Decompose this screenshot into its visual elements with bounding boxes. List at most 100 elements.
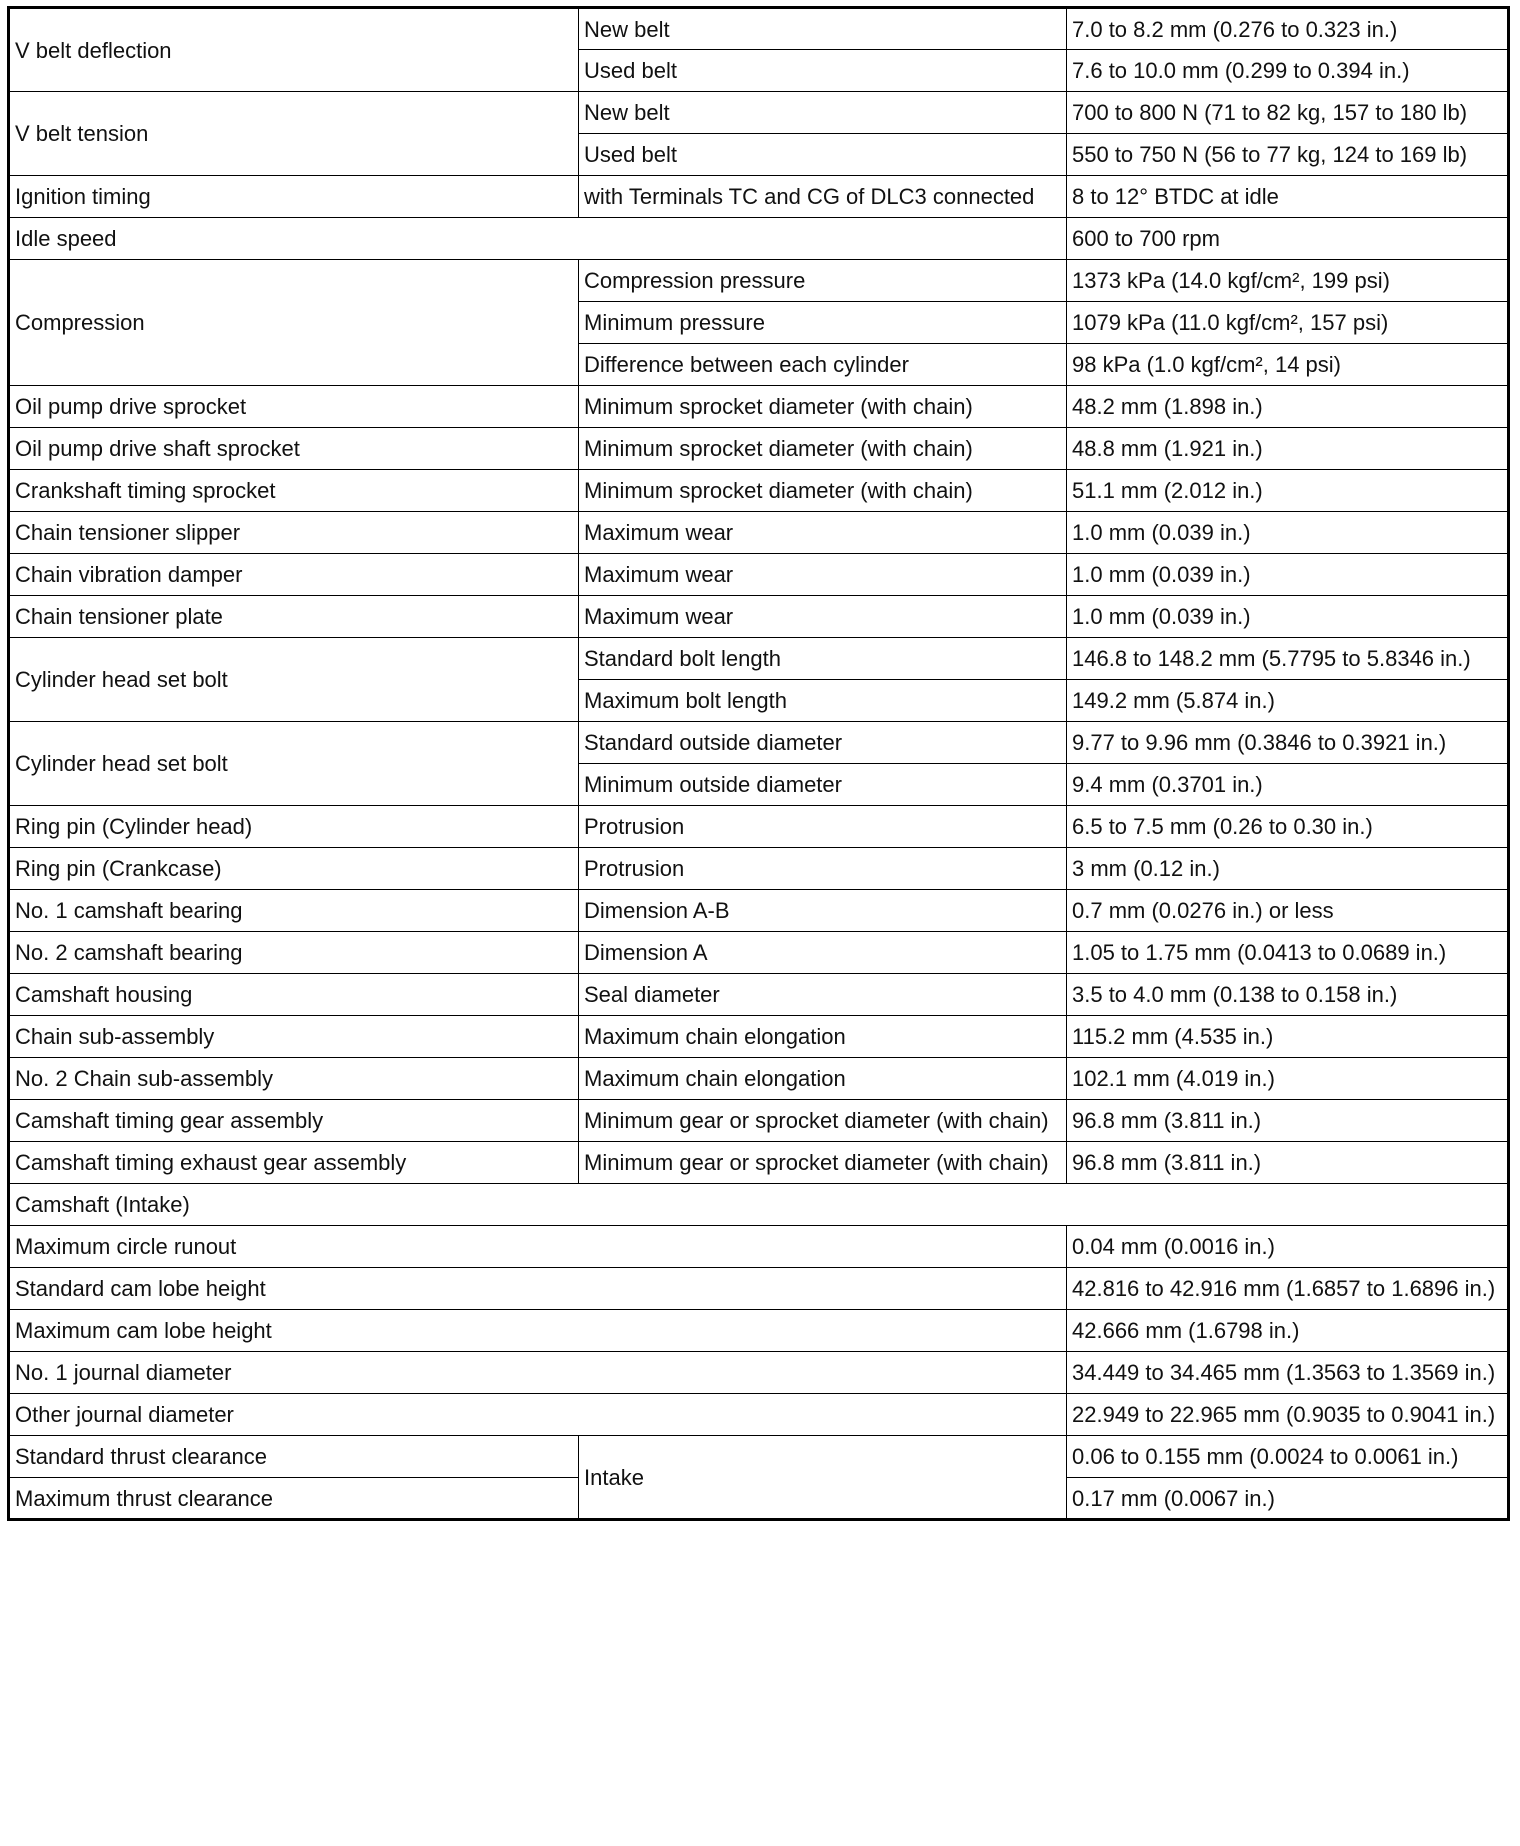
spec-value: 9.77 to 9.96 mm (0.3846 to 0.3921 in.) (1066, 721, 1509, 764)
table-row: Maximum cam lobe height 42.666 mm (1.6798… (8, 1309, 1509, 1352)
condition: Difference between each cylinder (578, 343, 1067, 386)
spec-value: 1.0 mm (0.039 in.) (1066, 595, 1509, 638)
item-name: Cylinder head set bolt (8, 721, 579, 806)
item-name: Standard thrust clearance (8, 1435, 579, 1478)
table-row: Cylinder head set bolt Standard outside d… (8, 721, 1509, 806)
table-row: Ring pin (Cylinder head) Protrusion 6.5 to… (8, 805, 1509, 848)
table-row: Idle speed 600 to 700 rpm (8, 217, 1509, 260)
item-name: Maximum cam lobe height (8, 1309, 1067, 1352)
condition: Used belt (578, 49, 1067, 92)
item-name: Standard cam lobe height (8, 1267, 1067, 1310)
spec-value: 0.17 mm (0.0067 in.) (1066, 1477, 1509, 1520)
item-name: Maximum thrust clearance (8, 1477, 579, 1520)
table-row: Other journal diameter 22.949 to 22.965 m… (8, 1393, 1509, 1436)
table-row: Chain sub-assembly Maximum chain elongati… (8, 1015, 1509, 1058)
condition: Maximum wear (578, 511, 1067, 554)
spec-value: 22.949 to 22.965 mm (0.9035 to 0.9041 in… (1066, 1393, 1509, 1436)
condition: Minimum outside diameter (578, 763, 1067, 806)
item-name: Maximum circle runout (8, 1225, 1067, 1268)
item-name: No. 2 Chain sub-assembly (8, 1057, 579, 1100)
spec-value: 7.6 to 10.0 mm (0.299 to 0.394 in.) (1066, 49, 1509, 92)
table-row: Maximum thrust clearance 0.17 mm (0.0067 … (8, 1477, 1509, 1520)
condition: Maximum wear (578, 595, 1067, 638)
condition: Minimum sprocket diameter (with chain) (578, 469, 1067, 512)
condition: Seal diameter (578, 973, 1067, 1016)
table-row: Ring pin (Crankcase) Protrusion 3 mm (0.12… (8, 847, 1509, 890)
spec-value: 96.8 mm (3.811 in.) (1066, 1099, 1509, 1142)
condition: Minimum pressure (578, 301, 1067, 344)
spec-value: 8 to 12° BTDC at idle (1066, 175, 1509, 218)
spec-value: 96.8 mm (3.811 in.) (1066, 1141, 1509, 1184)
table-row: Ignition timing with Terminals TC and CG … (8, 175, 1509, 218)
condition: Intake (578, 1435, 1067, 1520)
table-row: Chain tensioner slipper Maximum wear 1.0 m… (8, 511, 1509, 554)
table-row: No. 2 camshaft bearing Dimension A 1.05 to… (8, 931, 1509, 974)
item-name: Camshaft housing (8, 973, 579, 1016)
item-name: Cylinder head set bolt (8, 637, 579, 722)
condition: Minimum gear or sprocket diameter (with … (578, 1141, 1067, 1184)
spec-value: 3 mm (0.12 in.) (1066, 847, 1509, 890)
spec-value: 1.05 to 1.75 mm (0.0413 to 0.0689 in.) (1066, 931, 1509, 974)
item-name: No. 2 camshaft bearing (8, 931, 579, 974)
condition: Protrusion (578, 805, 1067, 848)
spec-value: 600 to 700 rpm (1066, 217, 1509, 260)
spec-value: 48.8 mm (1.921 in.) (1066, 427, 1509, 470)
condition: Maximum wear (578, 553, 1067, 596)
table-row: Minimum outside diameter 9.4 mm (0.3701 i… (9, 763, 1509, 806)
table-row: Maximum bolt length 149.2 mm (5.874 in.) (9, 679, 1509, 722)
spec-value: 7.0 to 8.2 mm (0.276 to 0.323 in.) (1066, 7, 1509, 50)
spec-value: 102.1 mm (4.019 in.) (1066, 1057, 1509, 1100)
spec-value: 1079 kPa (11.0 kgf/cm², 157 psi) (1066, 301, 1509, 344)
item-name: Chain tensioner plate (8, 595, 579, 638)
table-row: No. 1 journal diameter 34.449 to 34.465 m… (8, 1351, 1509, 1394)
condition: Minimum sprocket diameter (with chain) (578, 427, 1067, 470)
condition: Compression pressure (578, 259, 1067, 302)
table-row: V belt tension New belt 700 to 800 N (71 t… (8, 91, 1509, 176)
item-name: Camshaft timing exhaust gear assembly (8, 1141, 579, 1184)
item-name: Ring pin (Cylinder head) (8, 805, 579, 848)
table-row: Camshaft (Intake) (8, 1183, 1509, 1226)
table-row: Chain vibration damper Maximum wear 1.0 mm… (8, 553, 1509, 596)
spec-value: 550 to 750 N (56 to 77 kg, 124 to 169 lb… (1066, 133, 1509, 176)
spec-value: 6.5 to 7.5 mm (0.26 to 0.30 in.) (1066, 805, 1509, 848)
item-name: Crankshaft timing sprocket (8, 469, 579, 512)
table-row: Camshaft timing exhaust gear assembly Min… (8, 1141, 1509, 1184)
spec-table-body: V belt deflection New belt 7.0 to 8.2 mm (… (8, 7, 1509, 1520)
spec-value: 51.1 mm (2.012 in.) (1066, 469, 1509, 512)
condition: Maximum chain elongation (578, 1057, 1067, 1100)
table-row: Camshaft housing Seal diameter 3.5 to 4.0 … (8, 973, 1509, 1016)
item-name: Idle speed (8, 217, 1067, 260)
table-row: Oil pump drive shaft sprocket Minimum spr… (8, 427, 1509, 470)
spec-value: 42.816 to 42.916 mm (1.6857 to 1.6896 in… (1066, 1267, 1509, 1310)
item-name: Chain tensioner slipper (8, 511, 579, 554)
spec-value: 1373 kPa (14.0 kgf/cm², 199 psi) (1066, 259, 1509, 302)
condition: Standard outside diameter (578, 721, 1067, 764)
item-name: Chain sub-assembly (8, 1015, 579, 1058)
condition: New belt (578, 91, 1067, 134)
table-row: Used belt 7.6 to 10.0 mm (0.299 to 0.394 … (9, 49, 1509, 92)
condition: Dimension A (578, 931, 1067, 974)
spec-value: 700 to 800 N (71 to 82 kg, 157 to 180 lb… (1066, 91, 1509, 134)
item-name: Oil pump drive sprocket (8, 385, 579, 428)
spec-table: V belt deflection New belt 7.0 to 8.2 mm (… (7, 6, 1510, 1521)
spec-value: 146.8 to 148.2 mm (5.7795 to 5.8346 in.) (1066, 637, 1509, 680)
condition: Minimum sprocket diameter (with chain) (578, 385, 1067, 428)
spec-value: 34.449 to 34.465 mm (1.3563 to 1.3569 in… (1066, 1351, 1509, 1394)
spec-value: 115.2 mm (4.535 in.) (1066, 1015, 1509, 1058)
table-row: Compression Compression pressure 1373 kPa … (8, 259, 1509, 386)
condition: Standard bolt length (578, 637, 1067, 680)
spec-value: 48.2 mm (1.898 in.) (1066, 385, 1509, 428)
table-row: Chain tensioner plate Maximum wear 1.0 mm … (8, 595, 1509, 638)
condition: Used belt (578, 133, 1067, 176)
spec-value: 0.7 mm (0.0276 in.) or less (1066, 889, 1509, 932)
condition: with Terminals TC and CG of DLC3 connect… (578, 175, 1067, 218)
condition: Minimum gear or sprocket diameter (with … (578, 1099, 1067, 1142)
table-row: Camshaft timing gear assembly Minimum gea… (8, 1099, 1509, 1142)
condition: Dimension A-B (578, 889, 1067, 932)
spec-value: 0.04 mm (0.0016 in.) (1066, 1225, 1509, 1268)
item-name: Compression (8, 259, 579, 386)
item-name: V belt tension (8, 91, 579, 176)
table-row: No. 2 Chain sub-assembly Maximum chain el… (8, 1057, 1509, 1100)
spec-value: 42.666 mm (1.6798 in.) (1066, 1309, 1509, 1352)
item-name: No. 1 camshaft bearing (8, 889, 579, 932)
